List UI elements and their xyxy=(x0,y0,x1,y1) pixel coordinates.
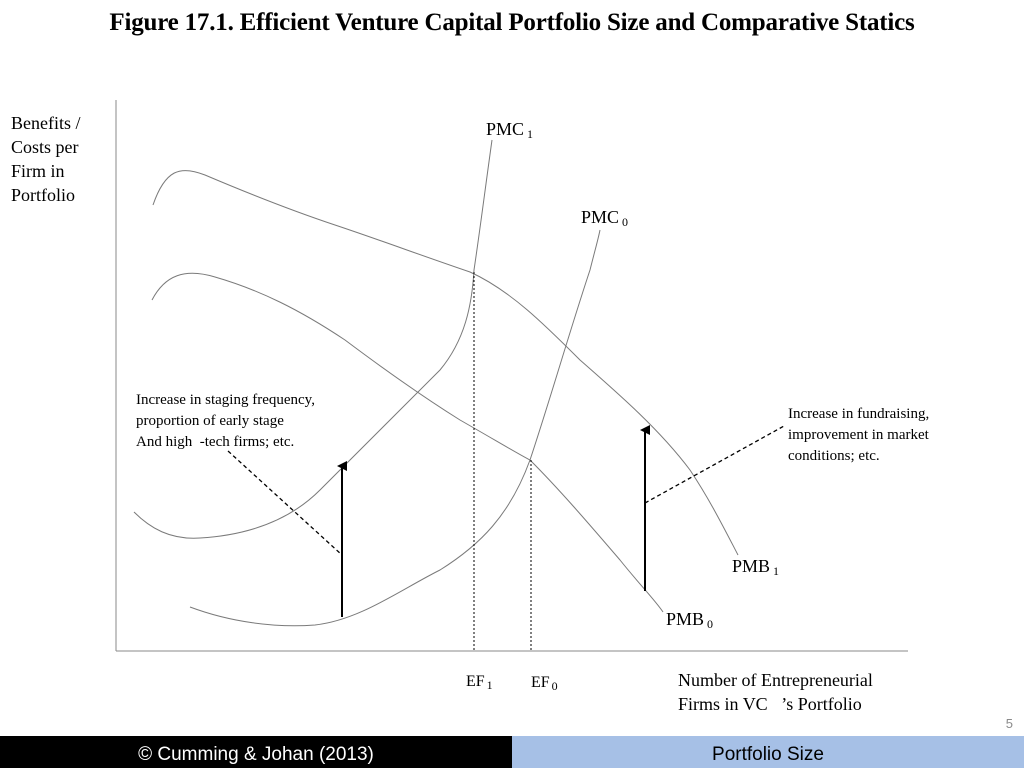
diagram-canvas xyxy=(115,100,908,652)
y-axis-label: Benefits / Costs per Firm in Portfolio xyxy=(11,113,81,205)
right-annotation-leader xyxy=(644,425,785,504)
right-annotation: Increase in fundraising, improvement in … xyxy=(788,406,930,464)
pmc0-label-main: PMC xyxy=(581,207,620,227)
left-annotation: Increase in staging frequency, proportio… xyxy=(136,392,315,450)
footer-bar: © Cumming & Johan (2013) Portfolio Size xyxy=(0,736,1024,768)
pmc1-label: PMC 1 xyxy=(486,119,534,141)
pmb1-label-main: PMB xyxy=(732,556,771,576)
footer-section-title: Portfolio Size xyxy=(512,736,1024,768)
footer-copyright: © Cumming & Johan (2013) xyxy=(0,736,512,768)
pmc0-label-sub: 0 xyxy=(622,215,629,229)
ef1-label-main: EF xyxy=(466,673,485,690)
ef0-label: EF 0 xyxy=(531,674,558,693)
pmb0-curve xyxy=(151,272,664,613)
ef1-label-sub: 1 xyxy=(486,678,493,692)
pmc1-curve xyxy=(133,139,493,539)
pmb1-label: PMB 1 xyxy=(732,556,780,578)
pmb0-label-main: PMB xyxy=(666,609,705,629)
page-number: 5 xyxy=(1005,716,1013,731)
figure-title: Figure 17.1. Efficient Venture Capital P… xyxy=(109,9,915,36)
pmb1-curve xyxy=(152,170,739,556)
pmc1-label-sub: 1 xyxy=(527,127,534,141)
ef0-label-main: EF xyxy=(531,674,550,691)
pmc0-label: PMC 0 xyxy=(581,207,629,229)
x-axis-label: Number of Entrepreneurial Firms in VC ’s… xyxy=(678,670,873,714)
pmb0-label: PMB 0 xyxy=(666,609,714,631)
pmb1-label-sub: 1 xyxy=(773,564,780,578)
pmc0-curve xyxy=(189,229,601,627)
pmc1-label-main: PMC xyxy=(486,119,525,139)
pmb0-label-sub: 0 xyxy=(707,617,714,631)
ef0-label-sub: 0 xyxy=(551,679,558,693)
left-annotation-leader xyxy=(227,450,343,556)
ef1-label: EF 1 xyxy=(466,673,493,692)
